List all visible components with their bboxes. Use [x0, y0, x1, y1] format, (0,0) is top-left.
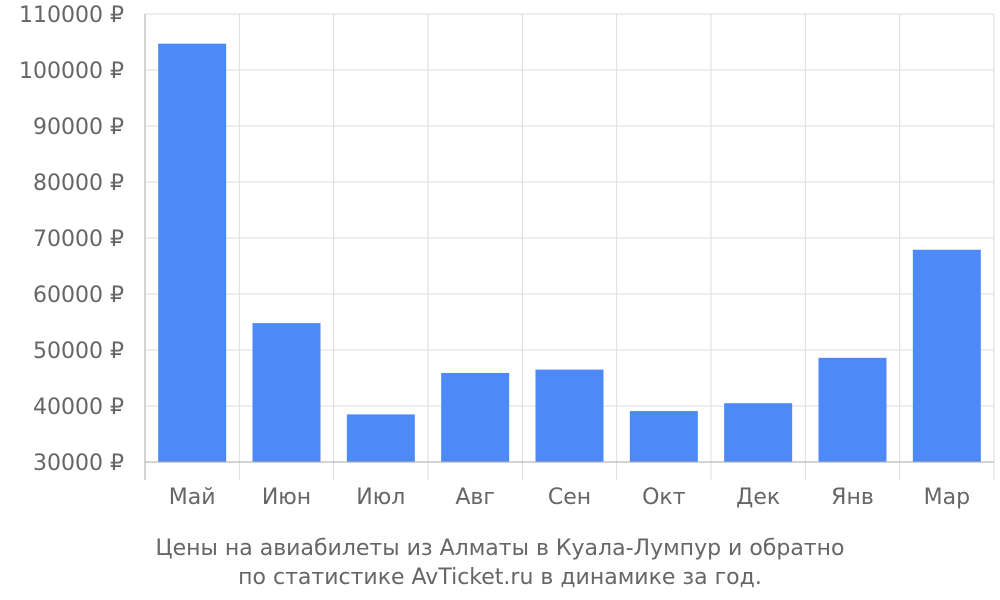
bar-6	[629, 411, 698, 462]
x-tick-label: Авг	[455, 485, 495, 510]
x-tick-labels: Май Июн Июл Авг Сен Окт Дек Янв Мар	[169, 485, 970, 510]
x-tick-label: Окт	[642, 485, 686, 510]
y-tick-label: 60000 ₽	[33, 283, 124, 308]
chart-caption-line-2: по статистике AvTicket.ru в динамике за …	[238, 565, 762, 590]
grid	[145, 13, 995, 480]
bars	[158, 43, 981, 463]
y-tick-label: 90000 ₽	[33, 115, 124, 140]
y-tick-label: 30000 ₽	[33, 451, 124, 476]
bar-9	[912, 249, 981, 462]
x-tick-label: Июн	[262, 485, 311, 510]
x-tick-label: Мар	[924, 485, 970, 510]
bar-3	[346, 414, 415, 462]
y-tick-label: 70000 ₽	[33, 227, 124, 252]
y-tick-labels: 30000 ₽ 40000 ₽ 50000 ₽ 60000 ₽ 70000 ₽ 80000…	[19, 3, 124, 476]
chart-caption-line-1: Цены на авиабилеты из Алматы в Куала-Лум…	[156, 536, 845, 561]
bar-8	[818, 357, 887, 462]
x-tick-label: Июл	[356, 485, 405, 510]
x-tick-label: Сен	[548, 485, 591, 510]
y-tick-label: 110000 ₽	[19, 3, 124, 28]
x-tick-label: Май	[169, 485, 216, 510]
x-tick-label: Дек	[736, 485, 780, 510]
bar-7	[724, 403, 793, 462]
bar-2	[252, 323, 321, 462]
bar-4	[441, 372, 510, 462]
bar-5	[535, 369, 604, 462]
bar-1	[158, 43, 227, 463]
y-tick-label: 80000 ₽	[33, 171, 124, 196]
y-tick-label: 40000 ₽	[33, 395, 124, 420]
y-tick-label: 100000 ₽	[19, 59, 124, 84]
axes	[144, 14, 994, 480]
x-tick-label: Янв	[831, 485, 874, 510]
y-tick-label: 50000 ₽	[33, 339, 124, 364]
